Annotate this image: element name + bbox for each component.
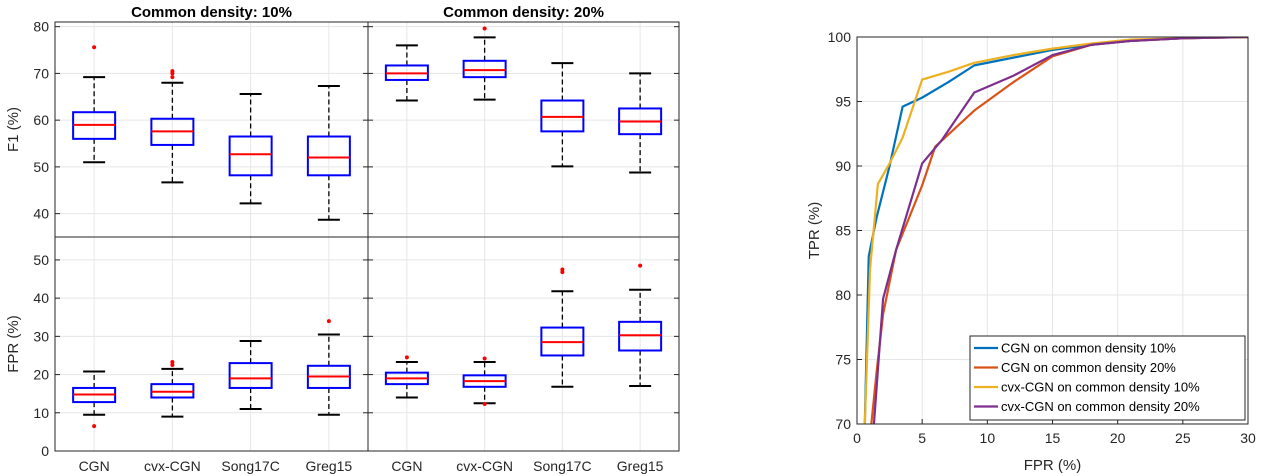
category-label: Greg15 (617, 458, 664, 474)
category-label: CGN (391, 458, 422, 474)
box-song17c (228, 339, 273, 410)
category-label: Song17C (533, 458, 591, 474)
outlier-point (326, 319, 331, 324)
box-song17c (540, 62, 585, 168)
box-iqr (228, 362, 273, 389)
box-cgn (72, 45, 117, 164)
outlier-point (170, 75, 175, 80)
category-label: Greg15 (306, 458, 353, 474)
y-tick-label: 70 (33, 65, 49, 81)
box-greg15 (306, 85, 351, 221)
roc-series-line-3 (872, 37, 1248, 424)
outlier-point (170, 359, 175, 364)
y-tick-label: 60 (33, 112, 49, 128)
box-cvx-cgn (462, 356, 507, 406)
roc-x-tick-label: 20 (1110, 430, 1126, 446)
box-cgn (72, 370, 117, 429)
box-song17c (228, 92, 273, 205)
box-greg15 (306, 319, 351, 416)
category-label: Song17C (221, 458, 279, 474)
box-iqr (462, 59, 507, 79)
outlier-point (482, 26, 487, 31)
legend-entry-1: CGN on common density 20% (1001, 360, 1176, 375)
outlier-point (560, 267, 565, 272)
box-iqr (228, 135, 273, 177)
y-tick-label: 50 (33, 159, 49, 175)
axes-frame (54, 21, 369, 238)
boxplot-panel-group: 40 50 60 70 80 F1 (%) 0 10 20 30 40 50 FPR (%) Common… (5, 4, 680, 474)
axes-frame (54, 236, 369, 452)
y-axis-label: FPR (%) (5, 315, 22, 373)
box-panel-0 (54, 21, 369, 238)
y-tick-label: 20 (33, 367, 49, 383)
outlier-point (170, 69, 175, 74)
box-iqr (306, 135, 351, 177)
box-panel-1 (367, 21, 680, 238)
roc-y-tick-label: 75 (835, 352, 851, 368)
roc-series-line-2 (863, 37, 1248, 424)
roc-y-tick-label: 100 (828, 29, 852, 45)
outlier-point (638, 263, 643, 268)
roc-panel: 0 5 10 15 20 25 30 70 75 80 85 90 95 100 FPR (%) TPR (%… (806, 29, 1256, 474)
outlier-point (92, 45, 97, 50)
roc-y-tick-label: 85 (835, 223, 851, 239)
y-axis-label: F1 (%) (5, 107, 22, 152)
roc-y-tick-label: 95 (835, 94, 851, 110)
y-tick-label: 40 (33, 206, 49, 222)
box-greg15 (618, 263, 663, 388)
box-cvx-cgn (462, 26, 507, 101)
outlier-point (482, 401, 487, 406)
box-greg15 (618, 72, 663, 174)
y-tick-label: 50 (33, 252, 49, 268)
legend-entry-0: CGN on common density 10% (1001, 341, 1176, 356)
roc-x-tick-label: 5 (918, 430, 926, 446)
roc-lines (863, 37, 1248, 424)
y-tick-label: 80 (33, 19, 49, 35)
y-tick-label: 10 (33, 405, 49, 421)
y-tick-label: 30 (33, 328, 49, 344)
roc-legend: CGN on common density 10% CGN on common d… (969, 335, 1246, 421)
roc-y-tick-label: 70 (835, 416, 851, 432)
roc-y-axis-label: TPR (%) (806, 202, 823, 260)
roc-x-tick-label: 30 (1240, 430, 1256, 446)
axes-frame (367, 236, 680, 452)
outlier-point (482, 356, 487, 361)
outlier-point (92, 424, 97, 429)
category-label: CGN (79, 458, 110, 474)
outlier-point (404, 355, 409, 360)
y-tick-label: 0 (41, 443, 49, 459)
y-tick-label: 40 (33, 290, 49, 306)
roc-x-tick-label: 10 (980, 430, 996, 446)
panel-title: Common density: 10% (131, 4, 292, 21)
roc-x-axis-label: FPR (%) (1024, 457, 1082, 474)
box-cvx-cgn (150, 69, 195, 184)
roc-x-tick-label: 15 (1045, 430, 1061, 446)
outlier-point (170, 363, 175, 368)
box-panel-3 (367, 236, 680, 452)
box-cgn (384, 355, 429, 399)
box-cvx-cgn (150, 359, 195, 418)
box-cgn (384, 44, 429, 102)
box-panel-2 (54, 236, 369, 452)
roc-y-tick-label: 80 (835, 287, 851, 303)
category-label: cvx-CGN (456, 458, 513, 474)
axes-frame (367, 21, 680, 238)
category-label: cvx-CGN (144, 458, 201, 474)
roc-x-tick-label: 25 (1175, 430, 1191, 446)
roc-x-tick-label: 0 (853, 430, 861, 446)
box-song17c (540, 267, 585, 388)
legend-entry-3: cvx-CGN on common density 20% (1001, 399, 1200, 414)
roc-y-tick-label: 90 (835, 158, 851, 174)
legend-entry-2: cvx-CGN on common density 10% (1001, 380, 1200, 395)
legend-box (969, 335, 1246, 421)
panel-title: Common density: 20% (443, 4, 604, 21)
